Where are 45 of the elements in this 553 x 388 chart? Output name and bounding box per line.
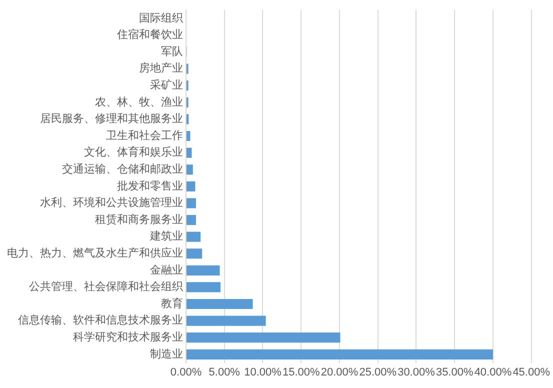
bar [186, 148, 192, 158]
bar [186, 316, 266, 326]
x-tick-label: 15.00% [282, 366, 320, 378]
y-tick-label: 卫生和社会工作 [106, 128, 183, 142]
y-tick-label: 制造业 [150, 347, 183, 360]
y-tick-label: 批发和零售业 [117, 179, 183, 192]
x-tick-label: 25.00% [359, 366, 397, 378]
bar [186, 265, 220, 276]
x-tick-label: 0.00% [170, 366, 202, 378]
y-tick-label: 军队 [161, 44, 183, 58]
y-tick-label: 信息传输、软件和信息技术服务业 [18, 314, 183, 327]
bar [186, 198, 196, 208]
y-tick-label: 建筑业 [149, 230, 183, 243]
bar [186, 232, 201, 242]
x-tick-label: 10.00% [244, 366, 282, 378]
bar [186, 130, 190, 142]
bar [186, 349, 493, 360]
y-tick-label: 交通运输、仓储和邮政业 [62, 162, 183, 176]
x-tick-label: 30.00% [398, 366, 436, 378]
x-tick-label: 45.00% [512, 366, 550, 378]
x-tick-label: 5.00% [208, 366, 240, 378]
y-tick-label: 公共管理、社会保障和社会组织 [29, 280, 183, 294]
y-tick-label: 采矿业 [150, 78, 183, 92]
y-tick-label: 国际组织 [139, 11, 183, 24]
y-tick-label: 居民服务、修理和其他服务业 [40, 112, 183, 126]
x-tick-label: 35.00% [436, 366, 474, 378]
y-tick-label: 文化、体育和娱乐业 [84, 146, 183, 159]
y-tick-label: 住宿和餐饮业 [117, 28, 183, 42]
bar [186, 164, 193, 175]
bar [186, 214, 196, 226]
y-tick-label: 电力、热力、燃气及水生产和供应业 [7, 246, 183, 260]
bar [186, 248, 202, 259]
bar [186, 282, 221, 292]
bar [186, 181, 196, 192]
y-tick-label: 农、林、牧、渔业 [95, 95, 183, 108]
x-tick-label: 40.00% [474, 366, 512, 378]
y-tick-label: 水利、环境和公共设施管理业 [40, 196, 183, 210]
bar [186, 332, 340, 343]
bar [186, 298, 253, 310]
y-tick-label: 教育 [161, 296, 183, 310]
y-tick-label: 租赁和商务服务业 [95, 212, 183, 226]
x-tick-label: 20.00% [320, 366, 358, 378]
y-tick-label: 金融业 [150, 263, 183, 276]
y-tick-label: 科学研究和技术服务业 [73, 330, 183, 344]
y-tick-label: 房地产业 [139, 62, 183, 75]
